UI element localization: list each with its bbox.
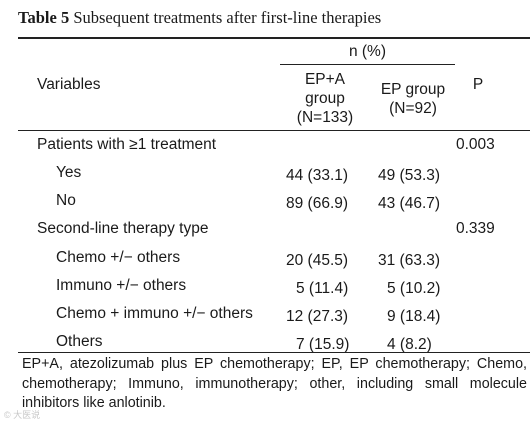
row-label: Others bbox=[56, 333, 103, 350]
row-ep-value: 43 (46.7) bbox=[378, 195, 441, 212]
header-ep-line2: (N=92) bbox=[389, 100, 437, 117]
table-footnote: EP+A, atezolizumab plus EP chemotherapy;… bbox=[22, 356, 527, 411]
row-p-value: 0.339 bbox=[456, 220, 495, 237]
header-bottom-rule bbox=[18, 130, 530, 131]
header-ep-line1: EP group bbox=[380, 81, 446, 98]
row-ep-value: 49 (53.3) bbox=[378, 167, 441, 184]
row-ep-value: 31 (63.3) bbox=[378, 252, 441, 269]
row-p-value: 0.003 bbox=[456, 136, 495, 153]
row-epa-value: 7 (15.9) bbox=[296, 336, 350, 353]
table-caption: Table 5 Subsequent treatments after firs… bbox=[18, 8, 381, 28]
top-rule bbox=[18, 37, 530, 39]
header-epa-line1: EP+A bbox=[304, 71, 346, 88]
header-group-span: n (%) bbox=[348, 43, 387, 60]
row-label: Chemo +/− others bbox=[56, 249, 181, 266]
header-epa-line2: group bbox=[305, 90, 345, 107]
row-label: Yes bbox=[56, 164, 82, 181]
row-epa-value: 44 (33.1) bbox=[286, 167, 349, 184]
row-epa-value: 20 (45.5) bbox=[286, 252, 349, 269]
header-p: P bbox=[472, 76, 484, 93]
row-label: Second-line therapy type bbox=[37, 220, 209, 237]
row-ep-value: 5 (10.2) bbox=[387, 280, 441, 297]
row-epa-value: 89 (66.9) bbox=[286, 195, 349, 212]
table-caption-label: Table 5 bbox=[18, 8, 70, 27]
table-bottom-rule bbox=[18, 352, 530, 353]
header-variables: Variables bbox=[37, 76, 101, 93]
row-ep-value: 4 (8.2) bbox=[387, 336, 432, 353]
table-caption-text: Subsequent treatments after first-line t… bbox=[73, 8, 382, 27]
row-epa-value: 12 (27.3) bbox=[286, 308, 349, 325]
row-label: Patients with ≥1 treatment bbox=[37, 136, 217, 153]
row-label: Immuno +/− others bbox=[56, 277, 187, 294]
row-epa-value: 5 (11.4) bbox=[296, 280, 349, 297]
row-label: No bbox=[56, 192, 76, 209]
group-span-rule bbox=[280, 64, 455, 65]
watermark-text: © 大医说 bbox=[4, 410, 41, 420]
row-ep-value: 9 (18.4) bbox=[387, 308, 441, 325]
row-label: Chemo + immuno +/− others bbox=[56, 305, 253, 322]
header-epa-line3: (N=133) bbox=[296, 109, 354, 126]
